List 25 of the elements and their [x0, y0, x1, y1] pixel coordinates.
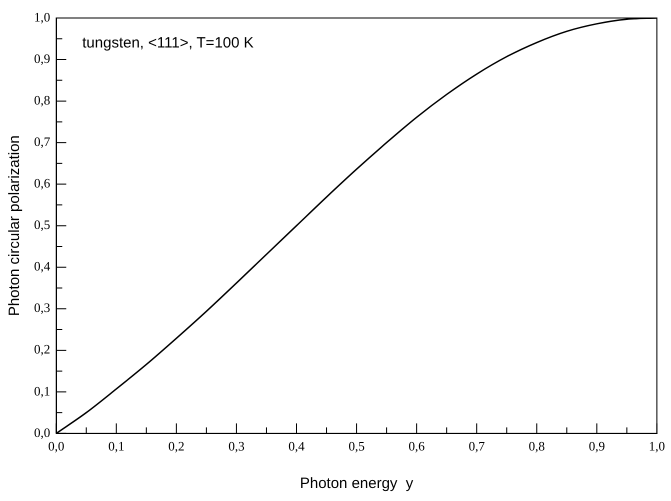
y-tick-label: 0,9	[34, 50, 50, 66]
x-tick-label: 0,8	[528, 438, 545, 454]
y-tick-label: 0,3	[34, 300, 50, 316]
x-tick-label: 0,6	[408, 438, 426, 454]
x-tick-label: 0,0	[48, 438, 64, 454]
y-tick-label: 0,0	[34, 424, 50, 440]
x-tick-label: 0,9	[588, 438, 605, 454]
y-axis-title: Photon circular polarization	[6, 135, 24, 316]
y-tick-label: 0,2	[34, 342, 50, 357]
x-tick-label: 0,3	[228, 438, 245, 454]
y-tick-label: 0,8	[34, 92, 50, 108]
y-tick-label: 0,5	[34, 217, 50, 232]
x-tick-label: 0,5	[348, 438, 365, 454]
x-tick-label: 0,1	[108, 438, 124, 454]
y-tick-label: 0,6	[34, 176, 51, 191]
y-tick-label: 1,0	[34, 9, 50, 24]
y-tick-label: 0,7	[34, 134, 51, 150]
x-tick-label: 0,4	[288, 438, 306, 454]
y-tick-label: 0,4	[34, 258, 51, 274]
x-axis-title: Photon energy y	[300, 475, 414, 492]
annotation: tungsten, <111>, T=100 K	[82, 34, 254, 52]
x-tick-label: 0,7	[468, 438, 486, 454]
x-tick-label: 0,2	[168, 438, 184, 454]
y-tick-label: 0,1	[34, 383, 50, 398]
x-tick-label: 1,0	[648, 438, 665, 454]
